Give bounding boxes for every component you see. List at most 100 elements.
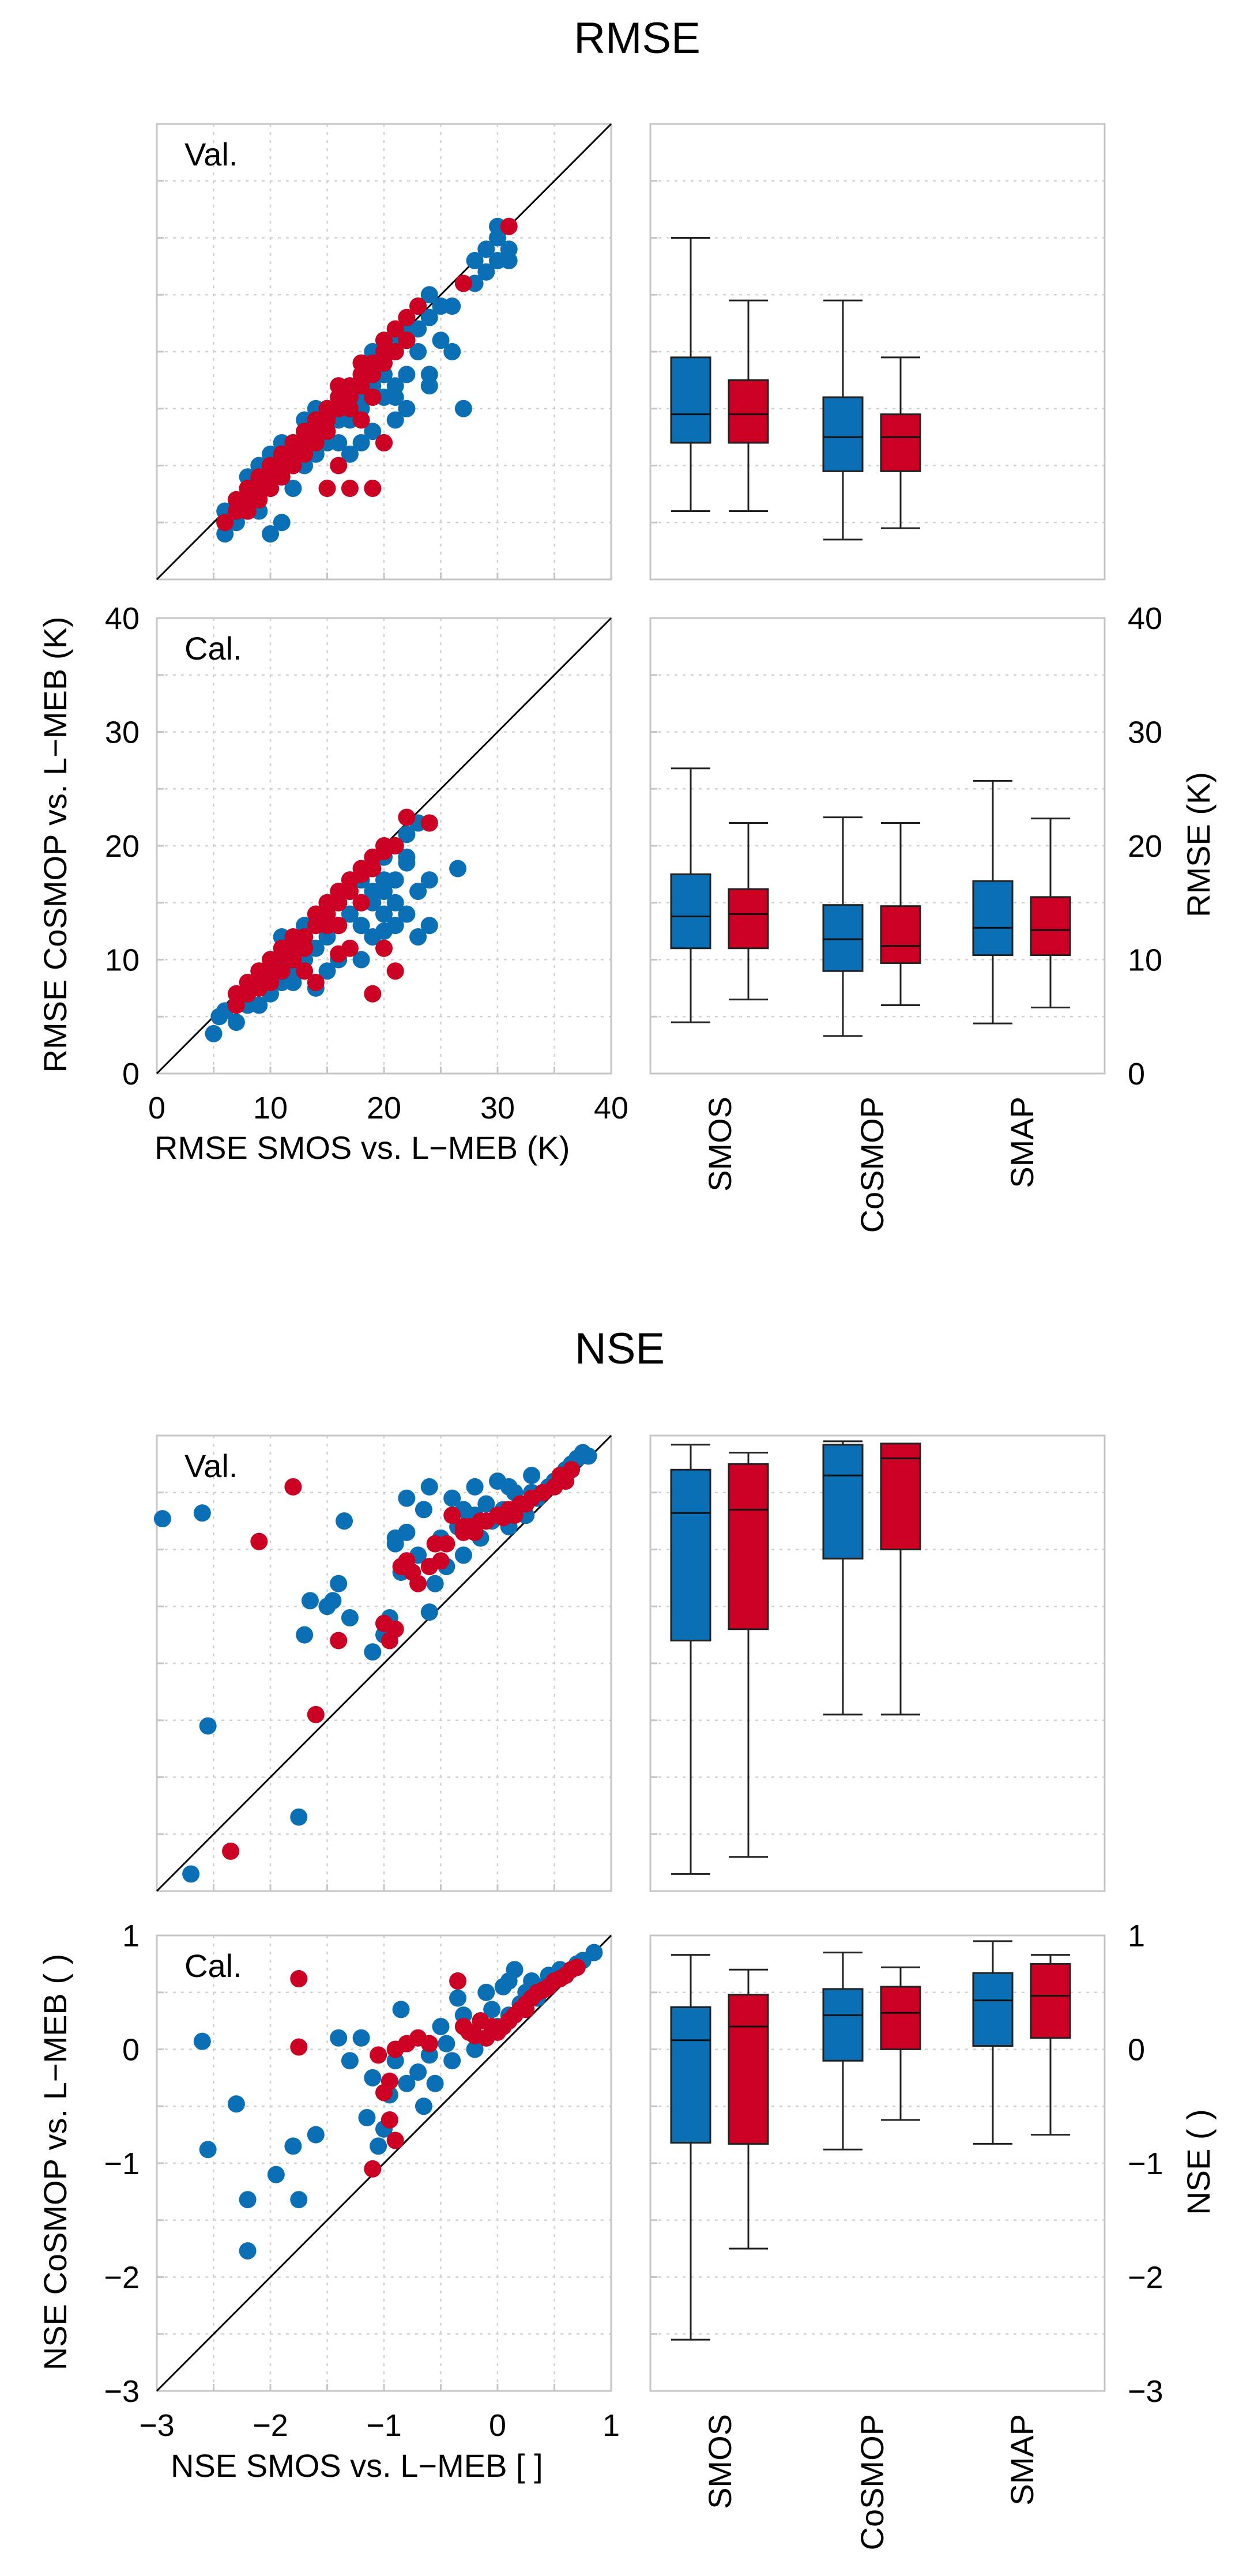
rmse-val-scatter-point-red bbox=[386, 320, 404, 338]
nse-val-box-smos-red-box bbox=[728, 1463, 769, 1630]
nse-val-scatter-point-red bbox=[307, 1705, 325, 1723]
nse-cal-scatter-point-blue bbox=[500, 1972, 518, 1990]
nse-cal-scatter-point-blue bbox=[227, 2095, 245, 2113]
rmse-cal-scatter-ytick-label: 30 bbox=[105, 715, 140, 750]
rmse-val-scatter-point-red bbox=[398, 308, 416, 326]
nse-cal-scatter-point-red bbox=[483, 2018, 501, 2035]
nse-val-scatter-point-red bbox=[517, 1495, 535, 1513]
nse-cal-scatter-ytick-label: 0 bbox=[122, 2033, 140, 2067]
nse-cal-scatter-point-blue bbox=[239, 2191, 257, 2209]
nse-section-title: NSE bbox=[575, 1324, 665, 1373]
nse-val-scatter-point-blue bbox=[523, 1467, 541, 1485]
nse-cal-scatter-point-blue bbox=[449, 1989, 467, 2007]
nse-cal-box-smap-red-box bbox=[1030, 1963, 1071, 2039]
nse-val-scatter-point-blue bbox=[296, 1626, 314, 1644]
rmse-val-scatter-point-red bbox=[318, 480, 336, 497]
rmse-cal-scatter-point-blue bbox=[420, 917, 438, 935]
rmse-val-scatter-point-blue bbox=[420, 308, 438, 326]
nse-val-box-border bbox=[649, 1434, 1106, 1892]
rmse-cal-scatter-point-blue bbox=[352, 951, 370, 969]
rmse-cal-box-cosmop-blue-box bbox=[822, 904, 864, 972]
rmse-x-axis-label: RMSE SMOS vs. L−MEB (K) bbox=[155, 1129, 570, 1166]
rmse-cal-scatter-panel-label: Cal. bbox=[184, 630, 242, 666]
rmse-cal-scatter-xtick-label: 30 bbox=[480, 1091, 515, 1125]
nse-val-scatter-point-blue bbox=[454, 1546, 472, 1564]
rmse-cal-scatter-point-blue bbox=[398, 848, 416, 866]
nse-cal-scatter-xtick-label: −2 bbox=[253, 2408, 288, 2443]
nse-val-scatter-point-blue bbox=[386, 1529, 404, 1547]
nse-cal-scatter-point-red bbox=[370, 2046, 387, 2064]
rmse-val-scatter-point-red bbox=[262, 480, 279, 497]
nse-cal-scatter-point-blue bbox=[290, 2191, 308, 2209]
rmse-cal-scatter-point-blue bbox=[352, 917, 370, 935]
rmse-val-scatter-point-red bbox=[409, 297, 427, 315]
nse-cal-scatter-xtick-label: −3 bbox=[139, 2408, 175, 2443]
rmse-val-scatter-point-blue bbox=[432, 332, 450, 349]
rmse-val-scatter-point-red bbox=[296, 445, 314, 463]
rmse-cal-scatter-ytick-label: 0 bbox=[122, 1057, 140, 1091]
rmse-val-scatter-point-red bbox=[307, 434, 325, 451]
nse-cal-scatter-point-blue bbox=[409, 2063, 427, 2081]
rmse-cal-scatter-point-red bbox=[227, 985, 245, 1003]
rmse-val-scatter-point-red bbox=[239, 502, 257, 520]
nse-val-scatter-point-blue bbox=[324, 1592, 342, 1610]
nse-cal-scatter-point-blue bbox=[358, 2109, 376, 2126]
nse-cal-scatter-point-red bbox=[381, 2111, 398, 2129]
nse-val-scatter-point-blue bbox=[182, 1865, 200, 1883]
rmse-cal-scatter-point-red bbox=[398, 808, 416, 826]
rmse-val-scatter-point-red bbox=[284, 457, 302, 474]
rmse-val-scatter-point-blue bbox=[420, 286, 438, 304]
nse-cal-scatter-point-red bbox=[420, 2035, 438, 2052]
nse-cal-scatter-identity-line bbox=[156, 1934, 612, 2392]
nse-cal-scatter-point-red bbox=[381, 2072, 398, 2090]
rmse-val-scatter-point-blue bbox=[443, 297, 461, 315]
nse-cal-scatter-point-blue bbox=[307, 2126, 325, 2144]
nse-val-scatter-point-blue bbox=[301, 1592, 319, 1610]
rmse-cal-scatter-ytick-label: 40 bbox=[105, 601, 140, 636]
nse-cal-scatter-point-blue bbox=[199, 2141, 217, 2159]
nse-cal-scatter-point-blue bbox=[284, 2137, 302, 2155]
rmse-val-scatter-point-blue bbox=[341, 445, 359, 463]
rmse-cal-scatter-point-blue bbox=[375, 905, 393, 923]
rmse-val-scatter-point-red bbox=[330, 377, 348, 395]
rmse-section-title: RMSE bbox=[574, 14, 701, 63]
nse-cal-box-ytick-label: 0 bbox=[1128, 2033, 1145, 2067]
nse-cal-scatter-point-blue bbox=[267, 2166, 285, 2183]
nse-val-scatter-point-red bbox=[506, 1507, 524, 1524]
nse-cal-scatter-ytick-label: −1 bbox=[104, 2146, 140, 2181]
nse-cal-box-ytick-label: −1 bbox=[1128, 2146, 1163, 2181]
rmse-val-box-cosmop-blue-box bbox=[822, 396, 864, 472]
nse-val-scatter-point-blue bbox=[398, 1489, 416, 1507]
rmse-val-scatter-point-blue bbox=[386, 389, 404, 406]
nse-cal-scatter-point-blue bbox=[370, 2137, 387, 2155]
rmse-cal-scatter-xtick-label: 10 bbox=[253, 1091, 288, 1125]
nse-cal-scatter-point-blue bbox=[426, 2074, 444, 2092]
rmse-cal-box-category-label: CoSMOP bbox=[854, 1097, 890, 1233]
nse-cal-scatter-point-blue bbox=[443, 2052, 461, 2070]
nse-cal-scatter-point-blue bbox=[466, 2040, 484, 2058]
nse-val-scatter-point-blue bbox=[415, 1501, 432, 1519]
rmse-cal-scatter-point-blue bbox=[341, 905, 359, 923]
rmse-cal-scatter-point-red bbox=[386, 962, 404, 980]
nse-val-scatter-point-red bbox=[409, 1575, 427, 1592]
nse-val-scatter-point-blue bbox=[443, 1489, 461, 1507]
rmse-cal-box-ytick-label: 20 bbox=[1128, 829, 1162, 864]
nse-cal-scatter-point-blue bbox=[477, 1983, 495, 2001]
rmse-val-scatter-point-blue bbox=[409, 343, 427, 360]
rmse-val-scatter-point-red bbox=[352, 411, 370, 429]
nse-cal-scatter-point-red bbox=[386, 2131, 404, 2149]
rmse-cal-scatter-point-blue bbox=[227, 1014, 245, 1031]
rmse-cal-box-ytick-label: 10 bbox=[1128, 943, 1162, 978]
rmse-cal-scatter-point-red bbox=[262, 974, 279, 991]
rmse-cal-box-smos-blue-box bbox=[670, 873, 711, 950]
rmse-cal-box-border bbox=[649, 617, 1106, 1075]
nse-val-scatter-point-blue bbox=[500, 1478, 518, 1496]
rmse-val-scatter-border bbox=[156, 123, 612, 581]
nse-cal-scatter-xtick-label: 0 bbox=[489, 2408, 506, 2443]
nse-val-scatter-point-red bbox=[222, 1842, 240, 1860]
rmse-val-scatter-point-red bbox=[500, 217, 518, 235]
rmse-val-scatter-point-red bbox=[273, 468, 291, 486]
nse-val-box-smos-blue-box bbox=[670, 1468, 711, 1641]
rmse-cal-scatter-point-blue bbox=[205, 1025, 223, 1042]
rmse-cal-scatter-point-red bbox=[386, 837, 404, 854]
